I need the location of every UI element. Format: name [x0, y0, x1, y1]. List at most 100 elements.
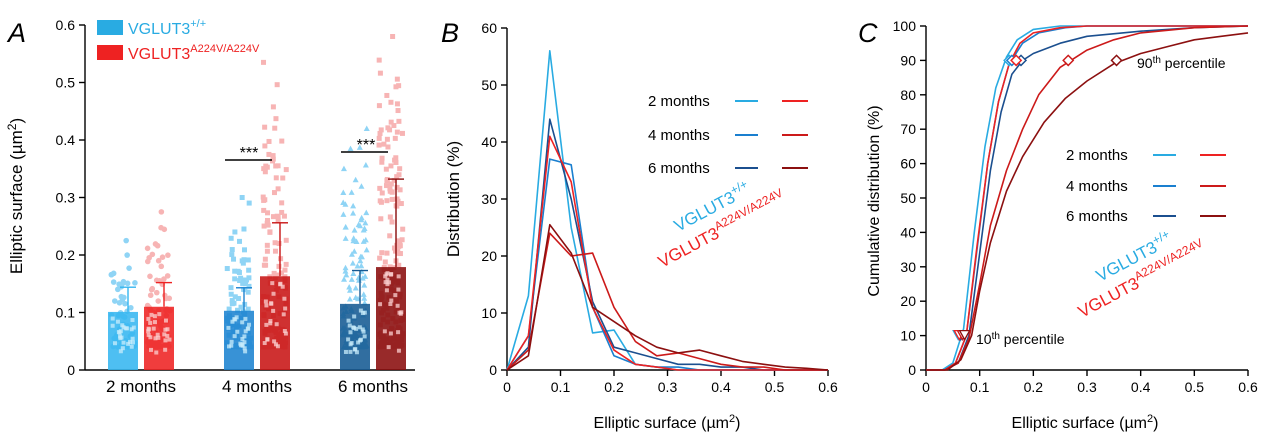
data-point-wt	[241, 226, 247, 232]
data-point-inbar	[389, 272, 394, 277]
data-point-wt	[360, 291, 367, 297]
data-point-inbar	[348, 342, 353, 347]
data-point-inbar	[268, 321, 273, 326]
data-point-mut	[400, 226, 406, 232]
data-point-inbar	[123, 326, 128, 331]
data-point-mut	[276, 263, 282, 269]
data-point-inbar	[389, 298, 394, 303]
data-point-inbar	[131, 325, 136, 330]
data-point-inbar	[167, 337, 172, 342]
data-point-mut	[376, 142, 382, 148]
data-point-inbar	[152, 314, 157, 319]
data-point-mut	[376, 57, 382, 63]
data-point-wt	[243, 281, 249, 287]
data-point-inbar	[235, 329, 240, 334]
data-point-mut	[389, 219, 395, 225]
legend-row-2m: 2 months	[648, 93, 710, 110]
data-point-mut	[391, 177, 397, 183]
data-point-mut	[155, 257, 162, 264]
data-point-mut	[262, 256, 268, 262]
data-point-mut	[147, 273, 153, 280]
data-point-wt	[124, 252, 130, 258]
data-point-wt	[241, 247, 247, 253]
panel-a-axes: 0 0.1 0.2 0.3 0.4 0.5 0.6	[56, 17, 415, 378]
data-point-mut	[264, 242, 270, 248]
data-point-inbar	[153, 336, 158, 341]
data-point-inbar	[129, 344, 134, 349]
data-point-inbar	[130, 336, 135, 341]
data-point-mut	[279, 209, 285, 215]
panel-b-ylabel: Distribution (%)	[444, 141, 463, 257]
data-point-mut	[384, 198, 390, 204]
data-point-inbar	[155, 332, 160, 337]
data-point-inbar	[229, 343, 234, 348]
y-tick-label: 70	[900, 121, 916, 137]
y-tick-label: 20	[481, 248, 497, 264]
data-point-mut	[384, 92, 390, 98]
data-point-wt	[232, 276, 238, 282]
data-point-inbar	[232, 317, 237, 322]
data-point-wt	[342, 235, 349, 241]
data-point-wt	[362, 161, 369, 168]
data-point-wt	[348, 189, 355, 195]
category-label: 6 months	[338, 377, 408, 396]
data-point-wt	[240, 280, 246, 286]
x-tick-label: 0.5	[1185, 379, 1205, 395]
data-point-mut	[394, 101, 400, 107]
data-point-inbar	[347, 323, 352, 328]
data-point-inbar	[360, 327, 365, 332]
x-tick-label: 0.1	[970, 379, 990, 395]
data-point-inbar	[263, 299, 268, 304]
data-point-inbar	[234, 315, 239, 320]
panel-a-significance-6m: ***	[341, 137, 388, 154]
data-point-inbar	[243, 316, 248, 321]
data-point-wt	[241, 257, 247, 263]
data-point-inbar	[146, 332, 151, 337]
data-point-inbar	[148, 320, 153, 325]
y-tick-label: 60	[900, 156, 916, 172]
data-point-wt	[246, 283, 252, 289]
data-point-inbar	[247, 322, 252, 327]
data-point-mut	[272, 248, 278, 254]
data-point-inbar	[281, 312, 286, 317]
data-point-inbar	[356, 340, 361, 345]
data-point-mut	[262, 124, 268, 130]
panel-a-dots	[108, 34, 406, 350]
data-point-wt	[245, 257, 251, 263]
data-point-wt	[354, 262, 361, 269]
data-point-inbar	[243, 349, 248, 354]
data-point-mut	[270, 156, 276, 162]
panel-b-letter: B	[441, 18, 459, 48]
sig-stars-4m: ***	[240, 145, 259, 162]
data-point-mut	[270, 104, 276, 110]
data-point-mut	[272, 240, 278, 246]
data-point-inbar	[271, 291, 276, 296]
data-point-mut	[274, 272, 280, 278]
data-point-mut	[396, 83, 402, 89]
data-point-mut	[266, 138, 272, 144]
y-tick-label: 50	[481, 77, 497, 93]
panel-c-legend: 2 months 4 months 6 months VGLUT3+/+ VGL…	[1066, 147, 1226, 322]
data-point-mut	[261, 223, 267, 229]
data-point-mut	[392, 135, 398, 141]
data-point-inbar	[282, 296, 287, 301]
data-point-wt	[126, 265, 132, 271]
data-point-mut	[164, 273, 171, 279]
percentile-10-marker	[958, 329, 971, 341]
data-point-wt	[232, 294, 238, 300]
data-point-wt	[358, 262, 365, 269]
data-point-wt	[245, 306, 251, 312]
data-point-mut	[379, 250, 385, 256]
data-point-wt	[347, 287, 354, 293]
y-tick-label: 100	[893, 18, 917, 34]
x-tick-label: 0.4	[711, 379, 731, 395]
data-point-wt	[124, 280, 131, 287]
data-point-mut	[158, 263, 165, 270]
data-point-wt	[236, 269, 242, 275]
data-point-wt	[357, 257, 364, 264]
data-point-mut	[397, 241, 403, 247]
data-point-inbar	[360, 311, 365, 316]
data-point-inbar	[264, 303, 269, 308]
data-point-inbar	[352, 314, 357, 319]
data-point-inbar	[354, 350, 359, 355]
